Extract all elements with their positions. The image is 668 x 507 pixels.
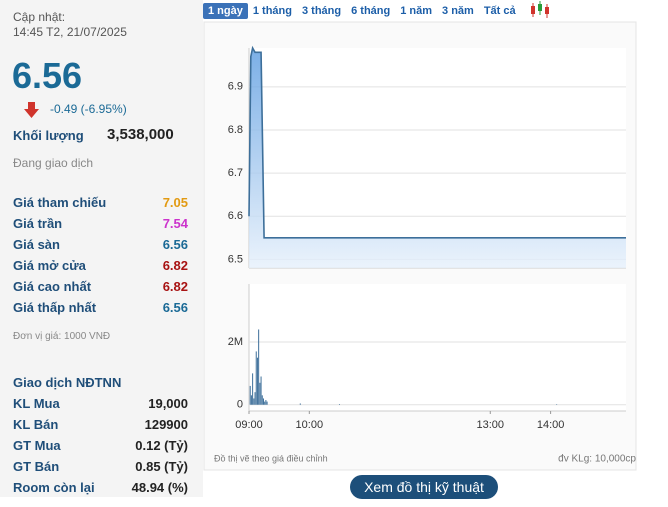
row-value: 48.94 (%) (131, 480, 188, 495)
tab[interactable]: 6 tháng (351, 5, 391, 17)
price-change: -0.49 (-6.95%) (50, 102, 127, 116)
volume-bar (261, 395, 263, 405)
volume-bar (252, 373, 254, 405)
foreign-row: GT Mua 0.12 (Tỷ) (13, 438, 188, 453)
volume-bar (338, 404, 340, 405)
row-label: Giá trần (13, 216, 63, 231)
row-value: 6.56 (162, 300, 188, 315)
volume-label: Khối lượng (13, 128, 84, 143)
note-adjusted: Đồ thị vẽ theo giá điều chỉnh (214, 453, 328, 463)
price-row: Giá trần 7.54 (13, 216, 188, 231)
tabs: 1 ngày 1 tháng 3 tháng 6 tháng 1 năm 3 năm Tất… (203, 3, 521, 19)
price: 6.56 (12, 55, 83, 96)
volume-value: 3,538,000 (107, 126, 174, 143)
volume-bar (260, 376, 262, 405)
foreign-row: Room còn lại 48.94 (%) (13, 480, 188, 495)
y-tick-label: 0 (237, 399, 243, 411)
update-label: Cập nhật: (13, 10, 66, 24)
plot-bg (249, 284, 626, 411)
volume-bar (253, 398, 255, 405)
volume-bar (259, 382, 261, 405)
tab[interactable]: 1 ngày (203, 3, 248, 19)
volume-bar (265, 400, 267, 405)
foreign-row: KL Bán 129900 (13, 417, 188, 432)
note-unit: đv KLg: 10,000cp (558, 454, 636, 465)
price-row: Giá mở cửa 6.82 (13, 258, 188, 273)
tab[interactable]: 1 tháng (252, 5, 292, 17)
row-label: KL Mua (13, 396, 60, 411)
volume-bar (255, 351, 257, 405)
row-label: Giá thấp nhất (13, 300, 97, 315)
update-time: 14:45 T2, 21/07/2025 (13, 25, 127, 39)
row-value: 6.56 (162, 237, 188, 252)
x-tick-label: 13:00 (477, 419, 505, 431)
y-tick-label: 2M (228, 336, 243, 348)
tab[interactable]: Tất cả (483, 5, 516, 17)
x-tick-label: 10:00 (296, 419, 324, 431)
row-label: Giá mở cửa (13, 258, 86, 273)
plot-bg (249, 48, 626, 268)
foreign-row: KL Mua 19,000 (13, 396, 188, 411)
price-line (248, 45, 626, 239)
row-value: 7.05 (162, 195, 188, 210)
price-row: Giá sàn 6.56 (13, 237, 188, 252)
down-arrow (24, 102, 39, 118)
volume-bar (249, 385, 251, 405)
volume-bar (256, 357, 258, 405)
y-tick-label: 6.7 (228, 167, 243, 179)
technical-chart-button[interactable]: Xem đồ thị kỹ thuật (350, 475, 498, 499)
tab[interactable]: 3 năm (442, 5, 474, 17)
y-tick-label: 6.9 (228, 81, 243, 93)
y-tick-label: 6.8 (228, 124, 243, 136)
foreign-title: Giao dịch NĐTNN (13, 375, 122, 390)
row-label: Giá cao nhất (13, 279, 92, 294)
volume-bar (556, 404, 558, 405)
area-fill (249, 48, 626, 268)
status: Đang giao dịch (13, 156, 94, 170)
tab[interactable]: 1 năm (400, 5, 433, 17)
row-value: 129900 (144, 417, 188, 432)
unit-note: Đơn vị giá: 1000 VNĐ (13, 331, 111, 342)
volume-bar (250, 395, 252, 405)
price-row: Giá tham chiếu 7.05 (13, 195, 188, 210)
row-value: 19,000 (148, 396, 188, 411)
volume-bar (299, 403, 301, 405)
row-label: GT Bán (13, 459, 60, 474)
volume-bar (264, 401, 266, 405)
price-row: Giá cao nhất 6.82 (13, 279, 188, 294)
price-row: Giá thấp nhất 6.56 (13, 300, 188, 315)
tab[interactable]: 3 tháng (301, 5, 342, 17)
row-value: 6.82 (162, 258, 188, 273)
y-tick-label: 6.6 (228, 210, 243, 222)
candle-icon (531, 1, 549, 18)
row-label: Room còn lại (13, 480, 95, 495)
y-tick-label: 6.5 (228, 253, 243, 265)
row-value: 0.12 (Tỷ) (135, 438, 188, 453)
volume-bar (254, 392, 256, 405)
volume-bar (266, 401, 268, 405)
row-value: 0.85 (Tỷ) (135, 459, 188, 474)
volume-bar (258, 329, 260, 405)
volume-bar (262, 398, 264, 405)
x-tick-label: 09:00 (235, 419, 263, 431)
x-tick-label: 14:00 (537, 419, 565, 431)
sidebar: Cập nhật: 14:45 T2, 21/07/2025 6.56 -0.4… (0, 0, 203, 497)
row-value: 6.82 (162, 279, 188, 294)
row-label: KL Bán (13, 417, 59, 432)
row-label: Giá tham chiếu (13, 195, 107, 210)
foreign-row: GT Bán 0.85 (Tỷ) (13, 459, 188, 474)
row-value: 7.54 (162, 216, 188, 231)
row-label: Giá sàn (13, 237, 60, 252)
row-label: GT Mua (13, 438, 61, 453)
